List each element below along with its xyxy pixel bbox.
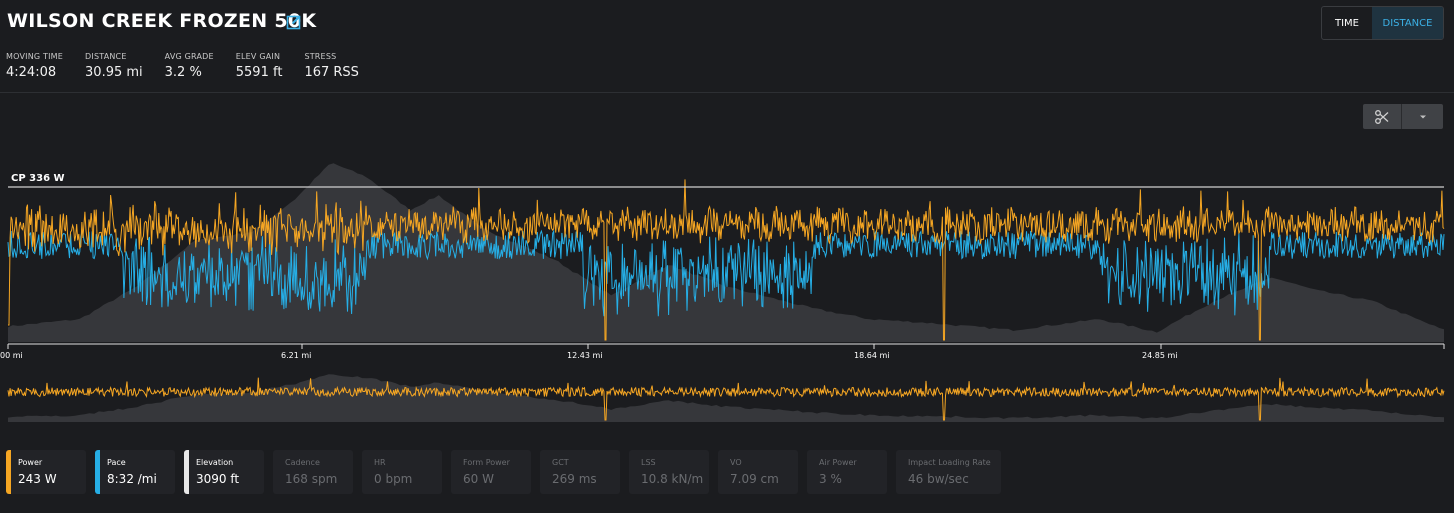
x-tick-label: 18.64 mi — [854, 351, 889, 360]
stat-label: MOVING TIME — [6, 52, 64, 61]
stat-moving-time: MOVING TIME 4:24:08 — [6, 52, 63, 80]
stat-value: 3.2 % — [164, 65, 202, 80]
legend-value: 10.8 kN/m — [641, 472, 704, 486]
legend-name: LSS — [641, 458, 656, 467]
overview-chart[interactable] — [0, 372, 1454, 424]
legend-pace[interactable]: Pace 8:32 /mi — [95, 450, 175, 494]
legend-name: Form Power — [463, 458, 510, 467]
cp-label: CP 336 W — [11, 173, 65, 184]
legend-value: 168 spm — [285, 472, 338, 486]
legend-name: Impact Loading Rate — [908, 458, 991, 467]
legend-lss[interactable]: LSS 10.8 kN/m — [629, 450, 709, 494]
legend-name: HR — [374, 458, 386, 467]
legend-name: Elevation — [196, 458, 234, 467]
legend-value: 3 % — [819, 472, 842, 486]
x-axis-ticks — [7, 344, 1445, 349]
legend-value: 0 bpm — [374, 472, 413, 486]
tools-dropdown-button[interactable] — [1402, 104, 1443, 129]
legend-value: 46 bw/sec — [908, 472, 969, 486]
legend-color-bar — [6, 450, 11, 494]
summary-stats: MOVING TIME 4:24:08 DISTANCE 30.95 mi AV… — [6, 52, 381, 80]
legend-hr[interactable]: HR 0 bpm — [362, 450, 442, 494]
stat-elev-gain: ELEV GAIN 5591 ft — [236, 52, 283, 80]
legend-vo[interactable]: VO 7.09 cm — [718, 450, 798, 494]
legend-color-bar — [184, 450, 189, 494]
pace-line — [7, 229, 1445, 317]
stat-value: 30.95 mi — [85, 65, 143, 80]
crop-button[interactable] — [1363, 104, 1402, 129]
stat-label: STRESS — [304, 52, 337, 61]
x-tick-label: 24.85 mi — [1142, 351, 1177, 360]
legend-gct[interactable]: GCT 269 ms — [540, 450, 620, 494]
stat-avg-grade: AVG GRADE 3.2 % — [165, 52, 214, 80]
legend-cadence[interactable]: Cadence 168 spm — [273, 450, 353, 494]
overview-power-line — [7, 377, 1445, 421]
legend-name: Cadence — [285, 458, 320, 467]
time-toggle-button[interactable]: TIME — [1334, 17, 1359, 29]
legend-impact-loading-rate[interactable]: Impact Loading Rate 46 bw/sec — [896, 450, 1001, 494]
power-line — [8, 179, 1445, 341]
stat-value: 167 RSS — [304, 65, 359, 80]
caret-down-icon — [1419, 115, 1426, 118]
activity-title: WILSON CREEK FROZEN 50K — [7, 10, 317, 32]
edit-icon[interactable] — [286, 14, 302, 30]
legend-power[interactable]: Power 243 W — [6, 450, 86, 494]
legend-name: Power — [18, 458, 43, 467]
x-tick-label: 6.21 mi — [281, 351, 311, 360]
legend-form-power[interactable]: Form Power 60 W — [451, 450, 531, 494]
stat-stress: STRESS 167 RSS — [304, 52, 358, 80]
legend-color-bar — [95, 450, 100, 494]
distance-toggle-button[interactable]: DISTANCE — [1372, 7, 1443, 39]
legend-name: Air Power — [819, 458, 857, 467]
legend-value: 60 W — [463, 472, 494, 486]
legend-name: VO — [730, 458, 742, 467]
stat-distance: DISTANCE 30.95 mi — [85, 52, 143, 80]
overview-elevation-area — [8, 374, 1444, 422]
legend-elevation[interactable]: Elevation 3090 ft — [184, 450, 264, 494]
elevation-area — [8, 163, 1444, 342]
scissors-icon — [1375, 109, 1389, 124]
legend-name: Pace — [107, 458, 126, 467]
stat-value: 5591 ft — [235, 65, 283, 80]
header-divider — [0, 92, 1454, 93]
view-toggle: TIME DISTANCE — [1321, 6, 1444, 40]
legend-name: GCT — [552, 458, 569, 467]
legend-value: 7.09 cm — [730, 472, 779, 486]
stat-label: DISTANCE — [85, 52, 127, 61]
main-chart[interactable]: CP 336 W 00 mi 6.21 mi 12.43 mi 18.64 mi… — [0, 150, 1454, 365]
x-tick-label: 00 mi — [0, 351, 23, 360]
legend-value: 269 ms — [552, 472, 597, 486]
legend-value: 243 W — [18, 472, 57, 486]
metric-legend: Power 243 W Pace 8:32 /mi Elevation 3090… — [6, 450, 1010, 494]
x-tick-label: 12.43 mi — [567, 351, 602, 360]
stat-label: AVG GRADE — [164, 52, 214, 61]
stat-label: ELEV GAIN — [235, 52, 281, 61]
chart-tools — [1363, 104, 1443, 129]
legend-value: 3090 ft — [196, 472, 240, 486]
stat-value: 4:24:08 — [6, 65, 57, 80]
legend-air-power[interactable]: Air Power 3 % — [807, 450, 887, 494]
legend-value: 8:32 /mi — [107, 472, 157, 486]
